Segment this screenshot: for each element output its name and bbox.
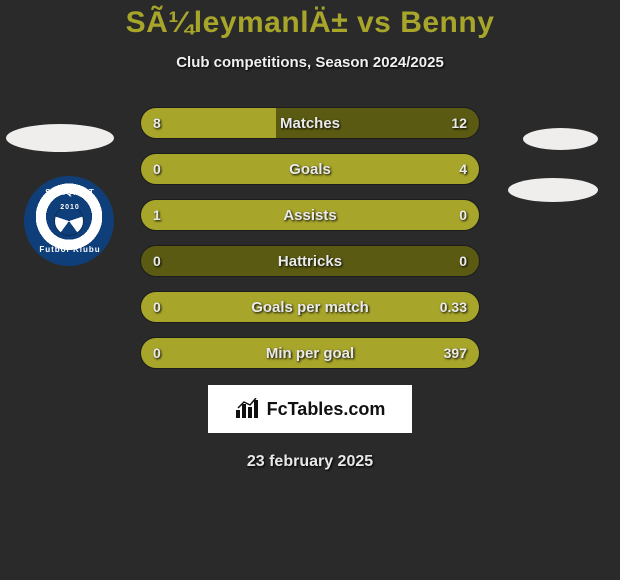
- stat-right-value: 0: [459, 207, 467, 223]
- subtitle: Club competitions, Season 2024/2025: [0, 54, 620, 71]
- brand-attribution[interactable]: FcTables.com: [208, 385, 412, 433]
- placeholder-ellipse-left: [6, 124, 114, 152]
- stat-label: Hattricks: [278, 253, 342, 270]
- stat-row: 8 12 Matches: [140, 107, 480, 139]
- stat-label: Assists: [283, 207, 336, 224]
- stat-label: Min per goal: [266, 345, 354, 362]
- stat-left-value: 0: [153, 161, 161, 177]
- placeholder-ellipse-right-1: [523, 128, 598, 150]
- stat-right-value: 0: [459, 253, 467, 269]
- stat-left-value: 0: [153, 345, 161, 361]
- brand-text: FcTables.com: [267, 399, 386, 420]
- stat-row: 1 0 Assists: [140, 199, 480, 231]
- stat-row: 0 4 Goals: [140, 153, 480, 185]
- stat-right-value: 4: [459, 161, 467, 177]
- stat-left-value: 0: [153, 299, 161, 315]
- stat-row: 0 397 Min per goal: [140, 337, 480, 369]
- stat-label: Goals per match: [251, 299, 369, 316]
- stat-right-value: 0.33: [440, 299, 467, 315]
- stat-row: 0 0.33 Goals per match: [140, 291, 480, 323]
- placeholder-ellipse-right-2: [508, 178, 598, 202]
- stat-label: Matches: [280, 115, 340, 132]
- bar-chart-icon: [235, 398, 261, 420]
- comparison-infographic: SÃ¼leymanlÄ± vs Benny Club competitions,…: [0, 0, 620, 471]
- footer-date: 23 february 2025: [0, 453, 620, 471]
- stat-label: Goals: [289, 161, 331, 178]
- club-badge-left: SUMQAYIT 2010 Futbol Klubu: [20, 178, 120, 264]
- page-title: SÃ¼leymanlÄ± vs Benny: [0, 6, 620, 40]
- stat-left-value: 0: [153, 253, 161, 269]
- stat-left-segment: [141, 108, 276, 138]
- stat-right-value: 12: [451, 115, 467, 131]
- stat-left-value: 8: [153, 115, 161, 131]
- stat-left-value: 1: [153, 207, 161, 223]
- stat-right-value: 397: [444, 345, 467, 361]
- stat-row: 0 0 Hattricks: [140, 245, 480, 277]
- soccer-ball-icon: [54, 206, 84, 236]
